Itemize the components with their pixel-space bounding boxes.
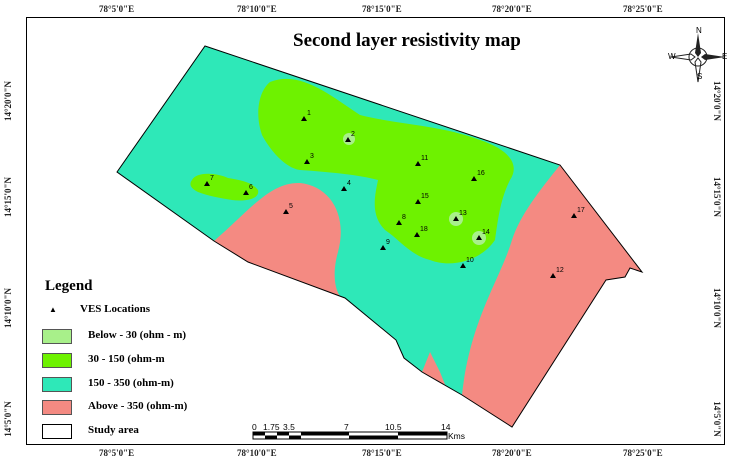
ves-label: 16 [477,170,485,177]
ves-marker-icon [453,216,459,221]
legend-label: Below - 30 (ohm - m) [88,329,187,341]
ves-label: 5 [289,203,293,210]
compass-w-label: W [668,52,676,61]
ves-marker-icon [204,181,210,186]
ves-marker-icon [550,273,556,278]
ves-label: 3 [310,153,314,160]
ves-label: 2 [351,131,355,138]
ves-marker-icon [345,137,351,142]
ves-marker-icon [243,190,249,195]
legend-swatch [42,400,72,415]
ves-marker-icon [341,186,347,191]
zone-above-350-east [462,165,642,427]
legend-ves-label: VES Locations [80,303,150,315]
ves-label: 18 [420,226,428,233]
ves-label: 14 [482,229,490,236]
bottom-coord-5: 78°25'0"E [623,448,663,458]
bottom-coord-2: 78°10'0"E [237,448,277,458]
ves-label: 4 [347,180,351,187]
ves-marker-icon [476,235,482,240]
compass-needle-north [695,33,701,57]
top-coord-4: 78°20'0"E [492,4,532,14]
zone-above-350-west [214,182,345,299]
scale-label-4: 10.5 [385,422,402,432]
scale-label-1: 1.75 [263,422,280,432]
zone-above-350-notch [422,352,448,392]
ves-label: 17 [577,207,585,214]
scale-unit: Kms [448,431,465,441]
bottom-coord-1: 78°5'0"E [99,448,135,458]
ves-label: 8 [402,214,406,221]
scale-label-2: 3.5 [283,422,295,432]
ves-label: 12 [556,267,564,274]
bottom-coord-4: 78°20'0"E [492,448,532,458]
compass-e-label: E [722,52,728,61]
top-coord-2: 78°10'0"E [237,4,277,14]
compass-ring [688,47,708,67]
ves-label: 11 [421,155,428,162]
top-coord-3: 78°15'0"E [362,4,402,14]
ves-marker-icon [414,232,420,237]
north-arrow-compass [670,33,725,83]
map-title: Second layer resistivity map [293,30,521,51]
ves-marker-icon [415,161,421,166]
scale-bar [252,431,448,440]
ves-marker-icon [304,159,310,164]
ves-marker-icon [396,220,402,225]
ves-label: 7 [210,175,214,182]
legend-title: Legend [45,278,93,294]
compass-needle-south [694,57,702,83]
legend-label: Study area [88,424,139,436]
scale-label-5: 14 [441,422,451,432]
ves-label: 6 [249,184,253,191]
ves-label: 10 [466,257,474,264]
ves-marker-icon [301,116,307,121]
top-coord-5: 78°25'0"E [623,4,663,14]
study-area-outline [116,45,644,428]
ves-marker-icon [471,176,477,181]
top-coord-1: 78°5'0"E [99,4,135,14]
legend-swatch [42,329,72,344]
zone-30-150-west [190,173,259,201]
ves-marker-icon [415,199,421,204]
scale-label-0: 0 [252,422,257,432]
ves-label: 1 [307,110,311,117]
ves-marker-icon [460,263,466,268]
legend-label: 150 - 350 (ohm-m) [88,377,174,389]
legend-swatch [42,377,72,392]
legend-ves-triangle-icon: ▲ [49,305,57,314]
compass-n-label: N [696,26,702,35]
ves-marker-icon [283,209,289,214]
ves-marker-icon [380,245,386,250]
legend-swatch [42,353,72,368]
ves-label: 15 [421,193,429,200]
legend-label: Above - 350 (ohm-m) [88,400,188,412]
ves-label: 13 [459,210,467,217]
legend-label: 30 - 150 (ohm-m [88,353,165,365]
legend-swatch [42,424,72,439]
bottom-coord-3: 78°15'0"E [362,448,402,458]
compass-s-label: S [697,72,703,81]
scale-label-3: 7 [344,422,349,432]
ves-label: 9 [386,239,390,246]
ves-marker-icon [571,213,577,218]
